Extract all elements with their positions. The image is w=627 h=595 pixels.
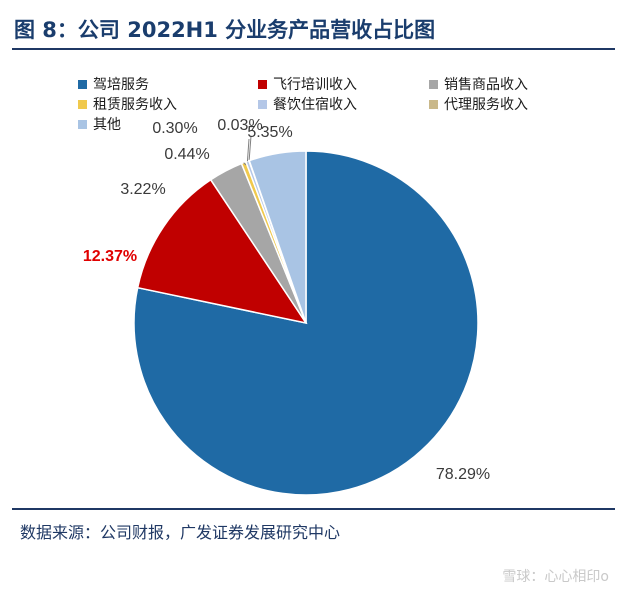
source-rule [12, 508, 615, 510]
legend-item-4: 租赁服务收入 [78, 94, 177, 114]
data-source-note: 数据来源：公司财报，广发证券发展研究中心 [20, 523, 341, 542]
legend-swatch [258, 79, 267, 89]
data-label-5: 0.30% [152, 120, 197, 137]
pie-slice-7 [248, 150, 307, 324]
legend-label: 租赁服务收入 [93, 97, 177, 113]
legend-item-5: 餐饮住宿收入 [258, 94, 357, 114]
legend-item-3: 销售商品收入 [429, 74, 528, 94]
data-label-3: 3.22% [120, 181, 165, 198]
data-label-1: 78.29% [436, 466, 490, 483]
legend-label: 销售商品收入 [444, 77, 528, 93]
legend-label: 驾培服务 [93, 77, 149, 93]
legend-swatch [258, 99, 267, 109]
data-label-2: 12.37% [83, 248, 137, 265]
leader-line-4 [243, 162, 247, 166]
legend-label: 代理服务收入 [444, 97, 528, 113]
legend-item-7: 其他 [78, 114, 121, 134]
pie-slice-2 [136, 178, 308, 325]
data-label-4: 0.44% [164, 146, 209, 163]
legend-label: 餐饮住宿收入 [273, 97, 357, 113]
legend-item-2: 飞行培训收入 [258, 74, 357, 94]
watermark-text: 雪球：心心相印o [502, 569, 609, 585]
legend-swatch [429, 79, 438, 89]
legend-label: 飞行培训收入 [273, 77, 357, 93]
title-rule [12, 48, 615, 50]
legend-item-1: 驾培服务 [78, 74, 149, 94]
chart-title: 图 8：公司 2022H1 分业务产品营收占比图 [14, 18, 436, 42]
leader-line-6 [248, 135, 252, 161]
legend-swatch [78, 119, 87, 129]
data-label-7: 5.35% [247, 124, 292, 141]
legend-swatch [78, 79, 87, 89]
legend-swatch [78, 99, 87, 109]
legend-swatch [429, 99, 438, 109]
leader-line-5 [246, 138, 250, 162]
legend-item-6: 代理服务收入 [429, 94, 528, 114]
legend-label: 其他 [93, 117, 121, 133]
data-label-6: 0.03% [217, 117, 262, 134]
